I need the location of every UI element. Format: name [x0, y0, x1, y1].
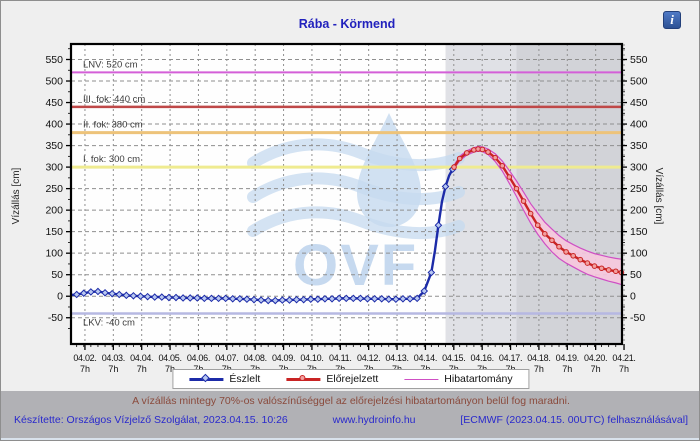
svg-text:04.09.: 04.09. [272, 353, 295, 363]
svg-text:400: 400 [630, 119, 648, 131]
svg-text:550: 550 [630, 54, 648, 66]
legend-label-forecast: Előrejelzett [326, 373, 379, 385]
svg-text:04.11.: 04.11. [329, 353, 352, 363]
svg-text:100: 100 [630, 248, 648, 260]
y-axis-label-right: Vízállás [cm] [653, 167, 664, 225]
legend-line-errorband-icon [404, 375, 439, 384]
svg-text:04.21.: 04.21. [612, 353, 635, 363]
svg-text:I. fok: 300 cm: I. fok: 300 cm [83, 154, 140, 165]
svg-text:04.16.: 04.16. [471, 353, 494, 363]
svg-text:150: 150 [630, 226, 648, 238]
legend-line-observed-icon [189, 373, 224, 384]
svg-text:04.15.: 04.15. [442, 353, 465, 363]
svg-text:350: 350 [630, 140, 648, 152]
svg-text:04.12.: 04.12. [357, 353, 380, 363]
svg-text:-50: -50 [48, 312, 63, 324]
svg-text:450: 450 [630, 97, 648, 109]
svg-text:150: 150 [45, 226, 63, 238]
svg-text:100: 100 [45, 248, 63, 260]
svg-text:04.20.: 04.20. [584, 353, 607, 363]
svg-text:0: 0 [630, 291, 636, 303]
legend-label-observed: Észlelt [229, 373, 261, 385]
svg-text:04.18.: 04.18. [527, 353, 550, 363]
svg-text:04.02.: 04.02. [73, 353, 96, 363]
svg-text:350: 350 [45, 140, 63, 152]
chart-figure: OVF LNV: 520 cm III. fok: 440 cm II. fok: 3… [1, 1, 699, 391]
info-icon[interactable]: i [663, 11, 681, 29]
svg-text:04.10.: 04.10. [300, 353, 323, 363]
svg-text:04.04.: 04.04. [130, 353, 153, 363]
website-link[interactable]: www.hydroinfo.hu [332, 414, 416, 426]
y-axis-label-left: Vízállás [cm] [11, 167, 22, 225]
svg-text:300: 300 [630, 162, 648, 174]
legend-item-errorband: Hibatartomány [404, 373, 513, 385]
svg-text:200: 200 [45, 205, 63, 217]
svg-text:III. fok: 440 cm: III. fok: 440 cm [83, 94, 145, 105]
model-note: [ECMWF (2023.04.15. 00UTC) felhasználásá… [460, 414, 688, 426]
svg-text:50: 50 [51, 269, 63, 281]
svg-text:7h: 7h [534, 364, 544, 374]
svg-text:04.03.: 04.03. [102, 353, 125, 363]
svg-text:7h: 7h [137, 364, 147, 374]
svg-text:450: 450 [45, 97, 63, 109]
svg-text:250: 250 [630, 183, 648, 195]
svg-text:400: 400 [45, 119, 63, 131]
svg-text:04.19.: 04.19. [556, 353, 579, 363]
svg-text:7h: 7h [591, 364, 601, 374]
svg-text:500: 500 [630, 76, 648, 88]
svg-text:04.05.: 04.05. [158, 353, 181, 363]
svg-text:04.13.: 04.13. [385, 353, 408, 363]
svg-text:7h: 7h [562, 364, 572, 374]
svg-text:300: 300 [45, 162, 63, 174]
svg-text:200: 200 [630, 205, 648, 217]
svg-text:LKV: -40 cm: LKV: -40 cm [83, 317, 135, 328]
svg-text:04.17.: 04.17. [499, 353, 522, 363]
legend-label-errorband: Hibatartomány [444, 373, 513, 385]
chart-title: Rába - Körmend [298, 17, 396, 31]
svg-text:LNV: 520 cm: LNV: 520 cm [83, 59, 138, 70]
svg-text:7h: 7h [619, 364, 629, 374]
chart-canvas: OVF LNV: 520 cm III. fok: 440 cm II. fok: 3… [45, 42, 648, 374]
bottom-strip [1, 438, 699, 440]
svg-text:04.14.: 04.14. [414, 353, 437, 363]
svg-text:04.07.: 04.07. [215, 353, 238, 363]
svg-text:7h: 7h [80, 364, 90, 374]
svg-text:04.08.: 04.08. [244, 353, 267, 363]
legend-item-observed: Észlelt [189, 373, 260, 385]
svg-text:7h: 7h [108, 364, 118, 374]
credit-text: Készítette: Országos Vízjelző Szolgálat,… [14, 414, 288, 426]
svg-text:II. fok: 380 cm: II. fok: 380 cm [83, 120, 143, 131]
legend-line-forecast-icon [286, 375, 321, 384]
legend-item-forecast: Előrejelzett [286, 373, 378, 385]
legend: Észlelt Előrejelzett Hibatartomány [172, 369, 530, 389]
disclaimer-text: A vízállás mintegy 70%-os valószínűségge… [132, 395, 570, 407]
svg-text:0: 0 [57, 291, 63, 303]
svg-text:50: 50 [630, 269, 642, 281]
svg-text:OVF: OVF [293, 233, 418, 298]
svg-text:04.06.: 04.06. [187, 353, 210, 363]
svg-text:250: 250 [45, 183, 63, 195]
footer-row: Készítette: Országos Vízjelző Szolgálat,… [1, 414, 699, 426]
svg-text:500: 500 [45, 76, 63, 88]
svg-text:550: 550 [45, 54, 63, 66]
svg-text:7h: 7h [165, 364, 175, 374]
footer-area: A vízállás mintegy 70%-os valószínűségge… [1, 391, 699, 440]
svg-text:-50: -50 [630, 312, 645, 324]
